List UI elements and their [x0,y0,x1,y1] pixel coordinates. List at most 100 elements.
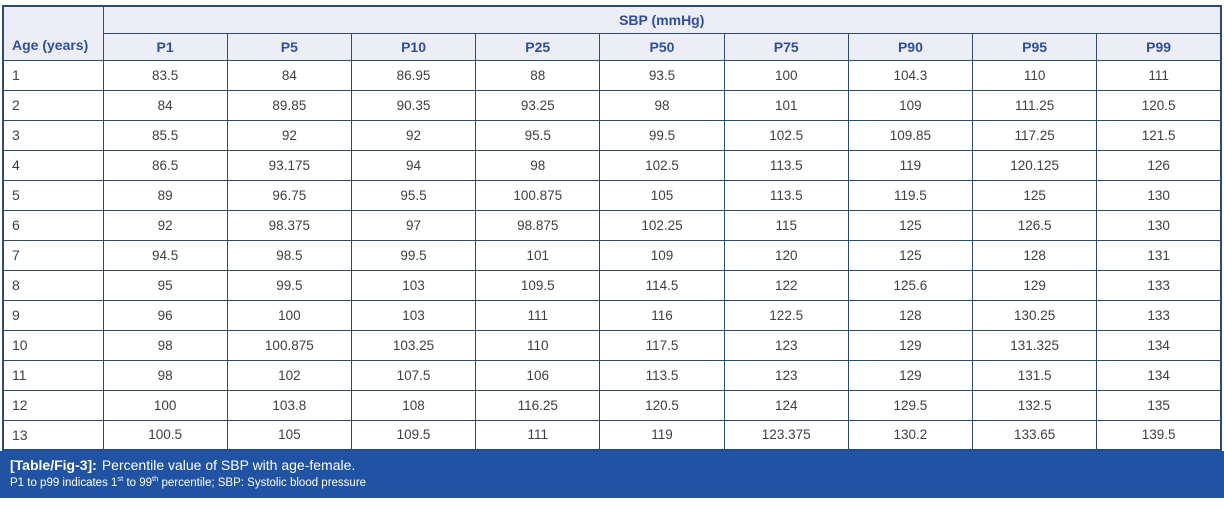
value-cell: 102 [226,359,352,391]
value-cell: 134 [1096,329,1222,361]
caption-title: Percentile value of SBP with age-female. [101,457,356,473]
table-row: 8 95 99.5 103 109.5 114.5 122 125.6 129 133 [2,269,1222,301]
table-caption: [Table/Fig-3]: Percentile value of SBP wi… [0,451,1224,499]
value-cell: 130.2 [847,419,974,451]
caption-note-sup-st: st [117,473,124,483]
value-cell: 111 [475,419,601,451]
value-cell: 100 [723,59,849,91]
value-cell: 100 [102,389,228,421]
value-cell: 111 [475,299,601,331]
value-cell: 105 [599,179,725,211]
value-cell: 117.25 [972,119,1098,151]
value-cell: 119.5 [847,179,974,211]
value-cell: 113.5 [723,179,849,211]
value-cell: 131 [1096,239,1222,271]
sbp-group-header: SBP (mmHg) [102,5,1222,34]
table-row: 4 86.5 93.175 94 98 102.5 113.5 119 120.125 126 [2,149,1222,181]
value-cell: 125.6 [847,269,974,301]
value-cell: 96 [102,299,228,331]
value-cell: 101 [475,239,601,271]
table-row: 10 98 100.875 103.25 110 117.5 123 129 131.325 13… [2,329,1222,361]
value-cell: 104.3 [847,59,974,91]
value-cell: 107.5 [350,359,477,391]
age-cell: 2 [2,89,104,121]
value-cell: 98 [475,149,601,181]
value-cell: 109 [599,239,725,271]
age-cell: 8 [2,269,104,301]
value-cell: 120 [723,239,849,271]
value-cell: 109 [847,89,974,121]
table-row: 12 100 103.8 108 116.25 120.5 124 129.5 132.5 135 [2,389,1222,421]
value-cell: 102.25 [599,209,725,241]
value-cell: 110 [972,59,1098,91]
value-cell: 98.875 [475,209,601,241]
value-cell: 100.875 [226,329,352,361]
value-cell: 94 [350,149,477,181]
caption-note-sup-th: th [152,473,159,483]
value-cell: 99.5 [226,269,352,301]
value-cell: 109.5 [475,269,601,301]
value-cell: 109.5 [350,419,477,451]
value-cell: 122.5 [723,299,849,331]
value-cell: 133 [1096,269,1222,301]
age-cell: 4 [2,149,104,181]
value-cell: 99.5 [350,239,477,271]
value-cell: 134 [1096,359,1222,391]
value-cell: 130 [1096,179,1222,211]
value-cell: 102.5 [723,119,849,151]
table-row: 2 84 89.85 90.35 93.25 98 101 109 111.25 120.5 [2,89,1222,121]
value-cell: 93.25 [475,89,601,121]
value-cell: 98.375 [226,209,352,241]
value-cell: 92 [226,119,352,151]
age-column-header: Age (years) [2,5,104,61]
value-cell: 89.85 [226,89,352,121]
sbp-table-container: Age (years) SBP (mmHg) P1 P5 P10 P25 P50 P75 P… [2,5,1222,451]
value-cell: 125 [847,209,974,241]
value-cell: 97 [350,209,477,241]
value-cell: 135 [1096,389,1222,421]
value-cell: 109.85 [847,119,974,151]
value-cell: 123 [723,359,849,391]
value-cell: 129 [847,329,974,361]
table-header-row-group: Age (years) SBP (mmHg) [2,5,1222,61]
column-header-p50: P50 [599,32,725,61]
value-cell: 103 [350,269,477,301]
value-cell: 125 [847,239,974,271]
table-row: 6 92 98.375 97 98.875 102.25 115 125 126.5 130 [2,209,1222,241]
value-cell: 113.5 [599,359,725,391]
value-cell: 102.5 [599,149,725,181]
value-cell: 99.5 [599,119,725,151]
value-cell: 128 [847,299,974,331]
value-cell: 98 [599,89,725,121]
value-cell: 100.875 [475,179,601,211]
caption-label: [Table/Fig-3]: [10,457,97,473]
column-header-p90: P90 [847,32,974,61]
age-cell: 7 [2,239,104,271]
age-cell: 10 [2,329,104,361]
value-cell: 95.5 [350,179,477,211]
caption-note-part2: to 99 [123,476,153,489]
value-cell: 98.5 [226,239,352,271]
value-cell: 132.5 [972,389,1098,421]
sbp-percentile-table: Age (years) SBP (mmHg) P1 P5 P10 P25 P50 P75 P… [2,5,1222,451]
caption-note-part3: percentile; SBP: Systolic blood pressure [158,476,367,489]
value-cell: 130 [1096,209,1222,241]
value-cell: 113.5 [723,149,849,181]
table-row: 5 89 96.75 95.5 100.875 105 113.5 119.5 125 130 [2,179,1222,211]
caption-note: P1 to p99 indicates 1st to 99th percenti… [10,473,1214,492]
table-row: 9 96 100 103 111 116 122.5 128 130.25 133 [2,299,1222,331]
value-cell: 92 [102,209,228,241]
value-cell: 114.5 [599,269,725,301]
value-cell: 93.5 [599,59,725,91]
value-cell: 105 [226,419,352,451]
value-cell: 103 [350,299,477,331]
value-cell: 133 [1096,299,1222,331]
value-cell: 120.5 [1096,89,1222,121]
column-header-p1: P1 [102,32,228,61]
value-cell: 103.8 [226,389,352,421]
value-cell: 92 [350,119,477,151]
value-cell: 95 [102,269,228,301]
value-cell: 129 [847,359,974,391]
value-cell: 98 [102,329,228,361]
